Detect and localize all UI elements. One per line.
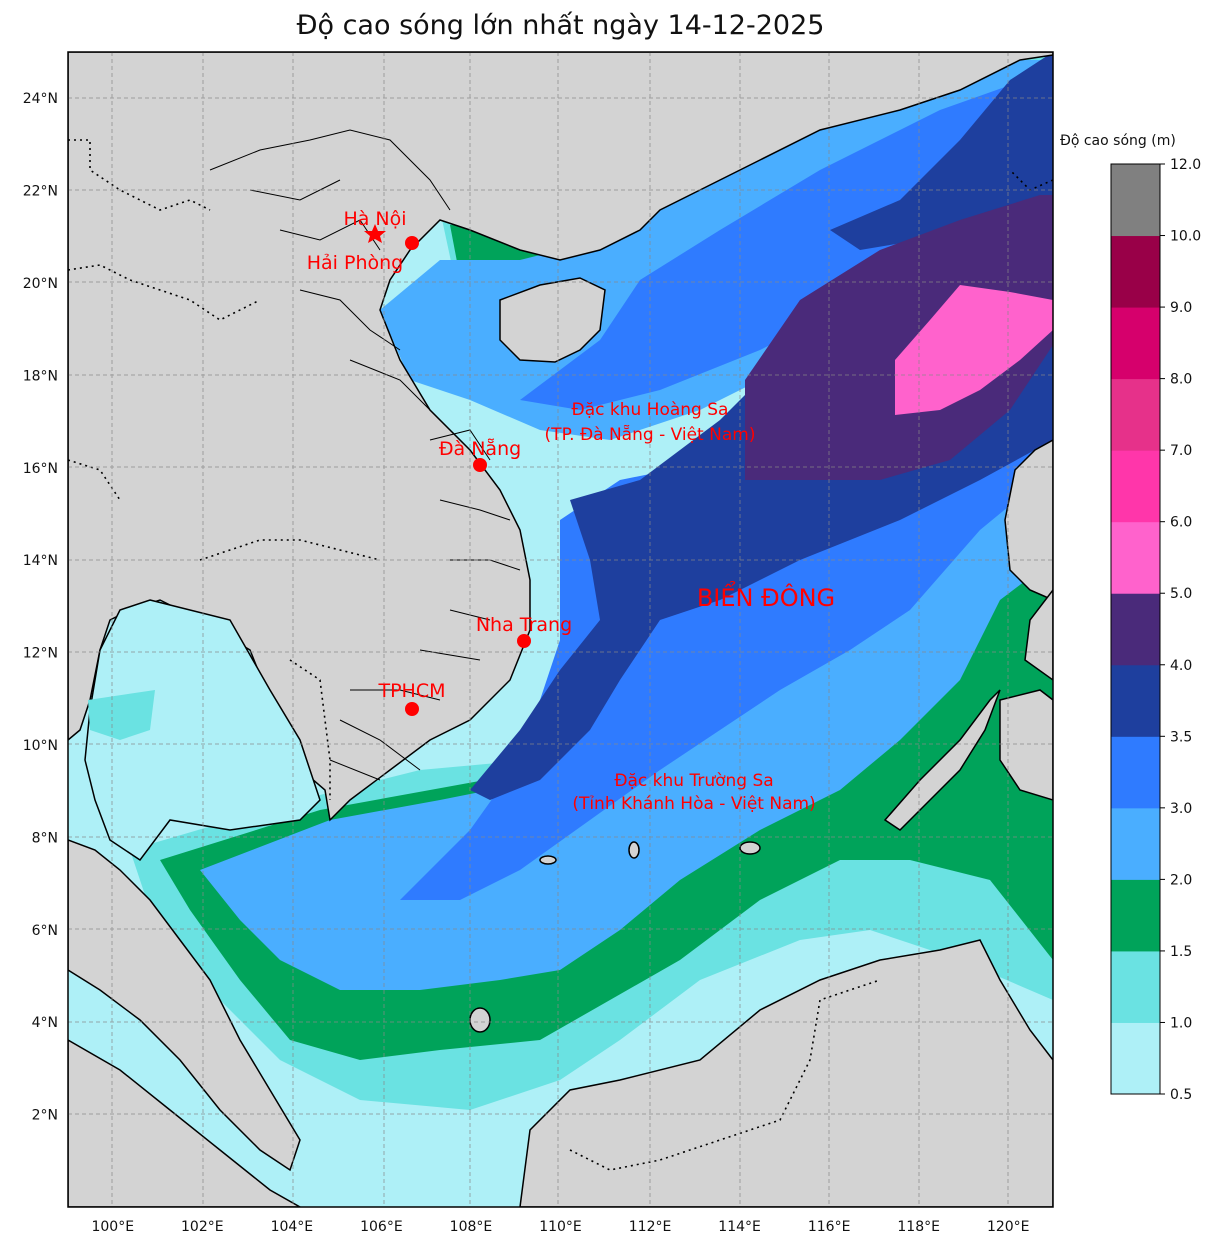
colorbar-tick-label: 10.0 (1170, 229, 1201, 245)
colorbar-segment (1111, 664, 1160, 737)
colorbar-segment (1111, 450, 1160, 523)
colorbar-segment (1111, 307, 1160, 380)
nhatrang-label: Nha Trang (476, 614, 572, 636)
colorbar-tick-label: 9.0 (1170, 300, 1192, 316)
wave-band-north-3.0-3.5 (520, 70, 1053, 410)
longitude-tick-label: 110°E (539, 1219, 582, 1235)
longitude-tick-label: 106°E (360, 1219, 403, 1235)
longitude-tick-labels: 100°E 102°E 104°E 106°E 108°E 110°E 112°E 114°E… (91, 1219, 1029, 1235)
small-island (539, 855, 557, 865)
latitude-tick-label: 22°N (23, 184, 58, 200)
latitude-tick-label: 6°N (32, 923, 58, 939)
colorbar-segment (1111, 736, 1160, 809)
latitude-tick-label: 12°N (23, 646, 58, 662)
wave-band-north-3.5-4.0 (830, 52, 1053, 250)
truongsa-label-line2: (Tỉnh Khánh Hòa - Việt Nam) (572, 794, 815, 814)
colorbar-tick-label: 8.0 (1170, 372, 1192, 388)
wave-band-4.0-5.0 (745, 195, 1053, 480)
sumatra (68, 1039, 302, 1207)
colorbar-tick-label: 4.0 (1170, 658, 1192, 674)
land (68, 52, 1053, 1207)
small-island (628, 841, 640, 859)
colorbar-tick-label: 3.0 (1170, 801, 1192, 817)
gulf-of-thailand (84, 599, 321, 862)
longitude-tick-label: 102°E (181, 1219, 224, 1235)
tphcm-marker[interactable] (405, 702, 419, 716)
southern-islands (999, 689, 1053, 801)
danang-label: Đà Nẵng (439, 437, 521, 460)
hoangsa-label-line1: Đặc khu Hoàng Sa (572, 400, 729, 420)
gridlines (68, 52, 1053, 1207)
colorbar-title: Độ cao sóng (m) (1060, 133, 1176, 149)
colorbar-segment (1111, 378, 1160, 451)
colorbar-tick-label: 5.0 (1170, 586, 1192, 602)
longitude-tick-label: 120°E (987, 1219, 1030, 1235)
colorbar-segment (1111, 164, 1160, 237)
borneo-border (569, 979, 881, 1171)
colorbar-segment (1111, 1022, 1160, 1095)
latitude-tick-label: 10°N (23, 738, 58, 754)
colorbar-border (1110, 163, 1161, 1095)
truongsa-label-line1: Đặc khu Trường Sa (614, 771, 773, 791)
malay-peninsula (68, 839, 301, 1172)
longitude-tick-label: 114°E (718, 1219, 761, 1235)
hoangsa-label-line2: (TP. Đà Nẵng - Việt Nam) (545, 424, 756, 445)
latitude-tick-label: 18°N (23, 368, 58, 384)
borneo (519, 939, 1053, 1207)
colorbar-segment (1111, 521, 1160, 594)
colorbar-tick-label: 6.0 (1170, 515, 1192, 531)
colorbar-tick-label: 3.5 (1170, 729, 1192, 745)
page-title: Độ cao sóng lớn nhất ngày 14-12-2025 (296, 10, 825, 41)
latitude-tick-label: 8°N (32, 830, 58, 846)
colorbar-tick-label: 7.0 (1170, 443, 1192, 459)
danang-marker[interactable] (473, 458, 487, 472)
map-frame (67, 51, 1054, 1208)
colorbar-tick-labels: 0.5 1.0 1.5 2.0 3.0 3.5 4.0 5.0 6.0 7.0 8.0 9.0 10.0… (1160, 157, 1201, 1103)
latitude-tick-label: 14°N (23, 553, 58, 569)
wave-band-5.0-6.0 (895, 285, 1053, 415)
map-area: Hà Nội Hải Phòng Đà Nẵng Nha Trang TPHCM… (68, 52, 1053, 1207)
longitude-tick-label: 112°E (629, 1219, 672, 1235)
latitude-tick-labels: 2°N 4°N 6°N 8°N 10°N 12°N 14°N 16°N 18°N 20°N 22°N… (23, 91, 58, 1123)
colorbar-tick-label: 12.0 (1170, 157, 1201, 173)
longitude-tick-label: 100°E (91, 1219, 134, 1235)
colorbar-segment (1111, 879, 1160, 952)
gulf-patch (88, 690, 155, 740)
haiphong-label: Hải Phòng (307, 252, 403, 274)
mindoro (1024, 588, 1053, 681)
latitude-tick-label: 4°N (32, 1015, 58, 1031)
haiphong-marker[interactable] (405, 236, 419, 250)
latitude-tick-label: 2°N (32, 1108, 58, 1124)
longitude-tick-label: 108°E (450, 1219, 493, 1235)
hanoi-star-marker[interactable] (364, 224, 386, 243)
wave-band-2.0-3.0 (200, 250, 1053, 990)
colorbar-tick-label: 1.0 (1170, 1015, 1192, 1031)
country-borders (68, 139, 1053, 800)
tphcm-label: TPHCM (377, 680, 445, 702)
small-island (739, 841, 761, 855)
longitude-tick-label: 118°E (897, 1219, 940, 1235)
colorbar-segment (1111, 807, 1160, 880)
colorbar-segment (1111, 235, 1160, 308)
colorbar-tick-label: 2.0 (1170, 872, 1192, 888)
latitude-tick-label: 20°N (23, 276, 58, 292)
hanoi-label: Hà Nội (343, 208, 406, 230)
small-island (469, 1007, 491, 1033)
colorbar-segment (1111, 593, 1160, 666)
latitude-tick-label: 16°N (23, 461, 58, 477)
colorbar-tick-label: 0.5 (1170, 1087, 1192, 1103)
latitude-tick-label: 24°N (23, 91, 58, 107)
sea-name-label: BIỂN ĐÔNG (697, 580, 835, 612)
longitude-tick-label: 116°E (808, 1219, 851, 1235)
longitude-tick-label: 104°E (271, 1219, 314, 1235)
colorbar (1110, 163, 1161, 1095)
colorbar-tick-label: 1.5 (1170, 944, 1192, 960)
nhatrang-marker[interactable] (517, 634, 531, 648)
colorbar-segment (1111, 950, 1160, 1023)
palawan (883, 689, 1001, 831)
